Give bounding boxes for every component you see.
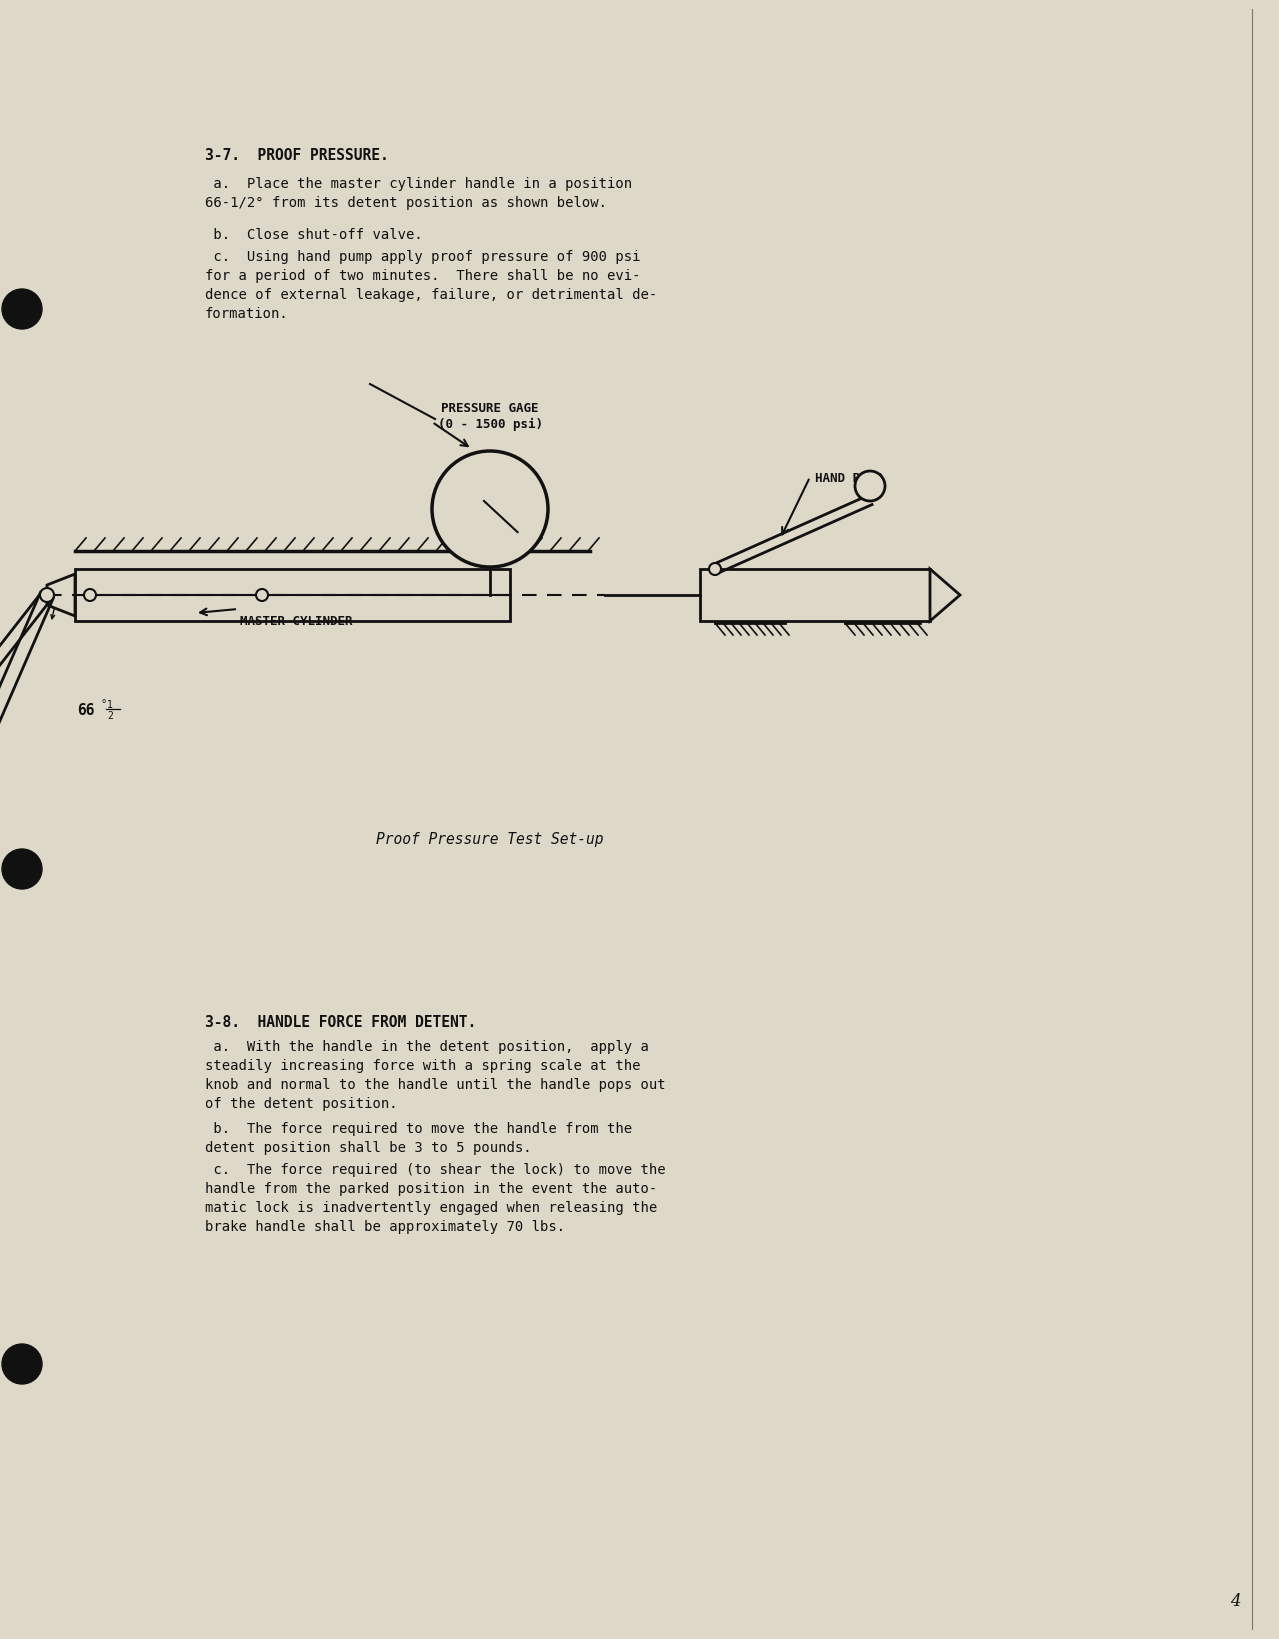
Text: (0 - 1500 psi): (0 - 1500 psi) [437, 418, 542, 431]
Circle shape [3, 290, 42, 329]
Text: 4: 4 [1229, 1591, 1241, 1609]
Polygon shape [47, 575, 75, 616]
Circle shape [40, 588, 54, 603]
Circle shape [709, 564, 721, 575]
Circle shape [84, 590, 96, 602]
Text: b.  The force required to move the handle from the
detent position shall be 3 to: b. The force required to move the handle… [205, 1121, 632, 1154]
Circle shape [854, 472, 885, 502]
Text: c.  The force required (to shear the lock) to move the
handle from the parked po: c. The force required (to shear the lock… [205, 1162, 665, 1233]
Text: 1: 1 [107, 700, 113, 710]
Text: a.  Place the master cylinder handle in a position
66-1/2° from its detent posit: a. Place the master cylinder handle in a… [205, 177, 632, 210]
Bar [75, 570, 510, 621]
Circle shape [3, 849, 42, 890]
Text: HAND PUMP: HAND PUMP [815, 472, 883, 484]
Text: MASTER CYLINDER: MASTER CYLINDER [240, 615, 353, 628]
Polygon shape [930, 570, 961, 621]
Text: °: ° [101, 698, 107, 708]
Text: 3-7.  PROOF PRESSURE.: 3-7. PROOF PRESSURE. [205, 148, 389, 162]
Text: 3-8.  HANDLE FORCE FROM DETENT.: 3-8. HANDLE FORCE FROM DETENT. [205, 1015, 476, 1029]
Text: c.  Using hand pump apply proof pressure of 900 psi
for a period of two minutes.: c. Using hand pump apply proof pressure … [205, 249, 657, 321]
Circle shape [432, 452, 547, 567]
Text: a.  With the handle in the detent position,  apply a
steadily increasing force w: a. With the handle in the detent positio… [205, 1039, 665, 1110]
Text: 2: 2 [107, 711, 113, 721]
Bar [700, 570, 930, 621]
Circle shape [256, 590, 269, 602]
Text: Proof Pressure Test Set-up: Proof Pressure Test Set-up [376, 831, 604, 846]
Circle shape [3, 1344, 42, 1385]
Text: PRESSURE GAGE: PRESSURE GAGE [441, 402, 538, 415]
Text: b.  Close shut-off valve.: b. Close shut-off valve. [205, 228, 423, 243]
Text: 66: 66 [77, 703, 95, 718]
